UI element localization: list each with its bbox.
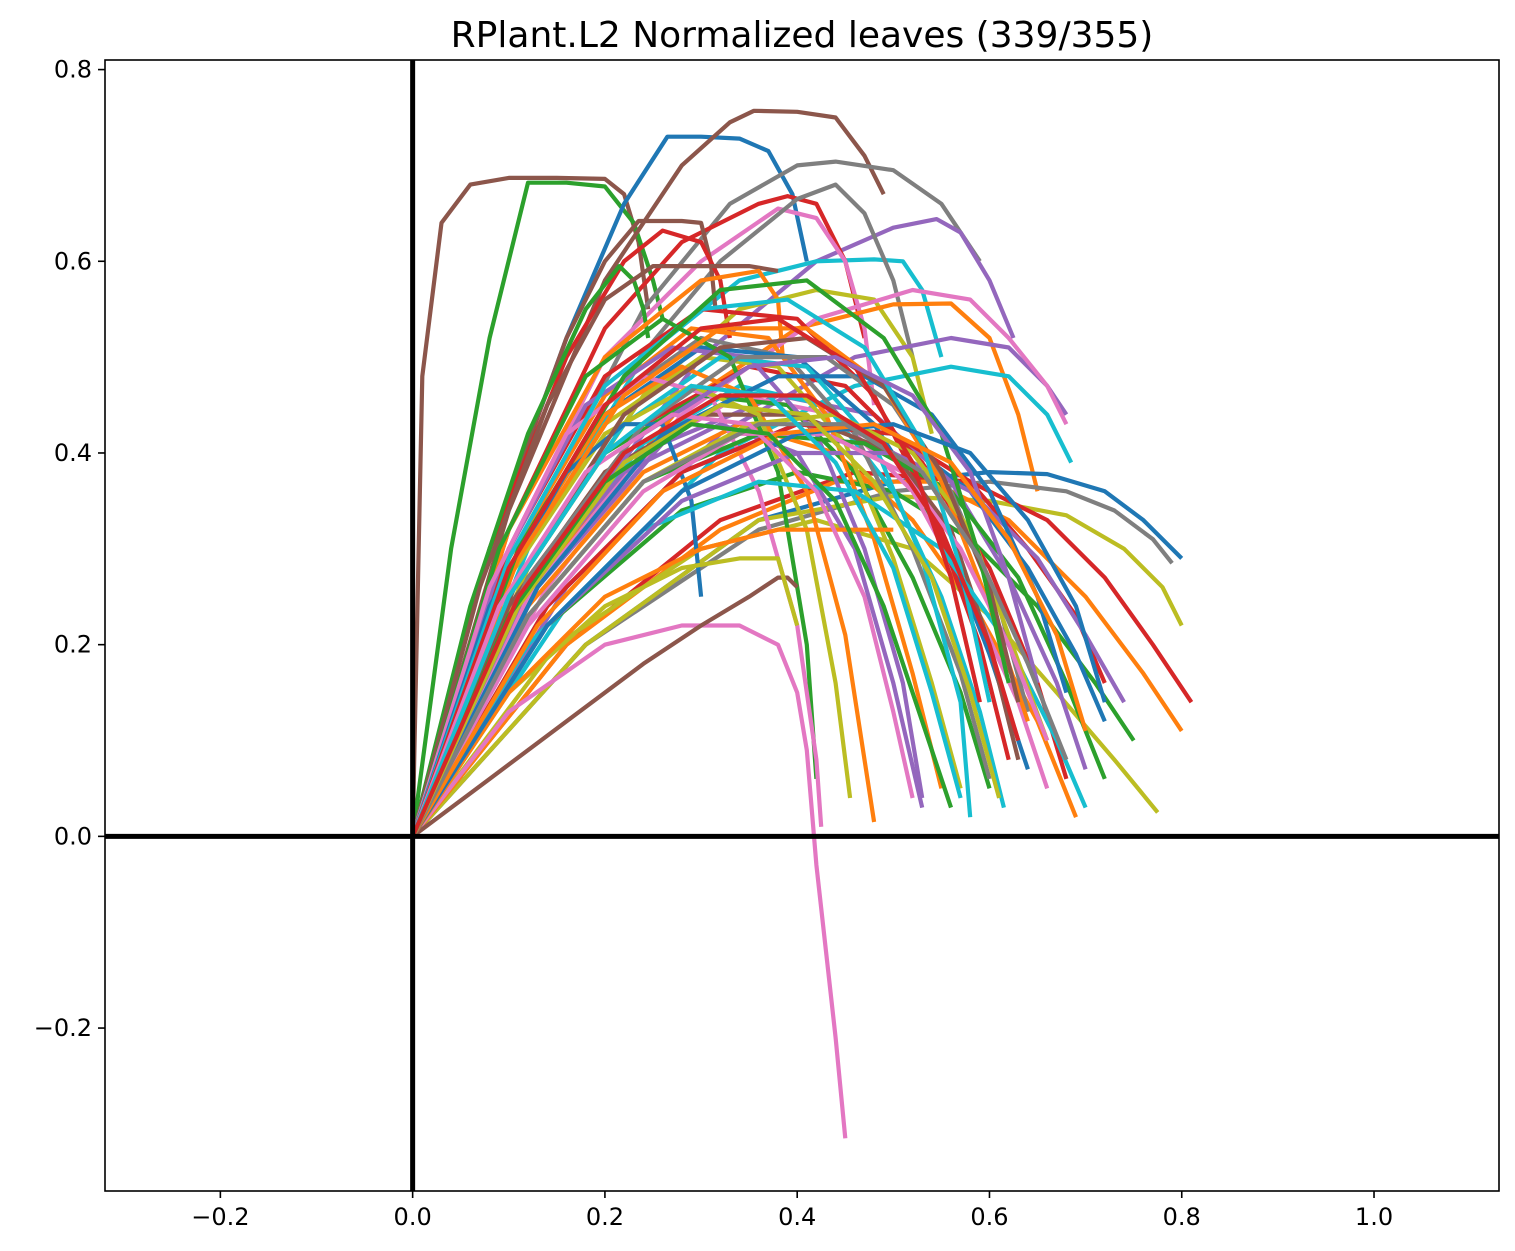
leaf-series-42 bbox=[410, 316, 819, 838]
leaf-series-70 bbox=[410, 403, 1002, 838]
y-tick-label: 0.2 bbox=[54, 631, 92, 659]
leaf-series-72 bbox=[410, 422, 953, 838]
y-tick-label: 0.6 bbox=[54, 247, 92, 275]
x-tick-label: 0.4 bbox=[778, 1203, 816, 1231]
leaf-series-14 bbox=[410, 264, 779, 837]
leaf-series-71 bbox=[410, 412, 915, 838]
x-axis: −0.2 0.0 0.2 0.4 0.6 0.8 1.0 bbox=[191, 1191, 1393, 1231]
plot-frame bbox=[104, 59, 1500, 1192]
leaf-series-23 bbox=[411, 494, 1184, 838]
leaf-series-2 bbox=[410, 180, 665, 837]
leaf-series-49 bbox=[410, 623, 848, 1139]
leaf-series-74 bbox=[410, 393, 1021, 838]
x-tick-label: 0.8 bbox=[1163, 1203, 1201, 1231]
leaf-series-46 bbox=[410, 383, 853, 838]
y-tick-label: 0.8 bbox=[54, 56, 92, 84]
x-tick-label: 0.0 bbox=[394, 1203, 432, 1231]
leaf-series-59 bbox=[410, 326, 1030, 838]
leaf-series-67 bbox=[410, 422, 1107, 838]
x-tick-label: 0.2 bbox=[586, 1203, 624, 1231]
x-tick-label: 1.0 bbox=[1355, 1203, 1393, 1231]
y-axis: −0.2 0.0 0.2 0.4 0.6 0.8 bbox=[34, 56, 105, 1042]
leaf-series-13 bbox=[410, 264, 651, 837]
reference-lines bbox=[105, 60, 1499, 1191]
x-tick-label: −0.2 bbox=[191, 1203, 249, 1231]
x-tick-label: 0.6 bbox=[970, 1203, 1008, 1231]
series-layer bbox=[410, 108, 1194, 1139]
leaf-series-69 bbox=[410, 422, 1069, 838]
y-tick-label: 0.4 bbox=[54, 439, 92, 467]
leaf-series-48 bbox=[410, 422, 704, 838]
leaf-series-22 bbox=[411, 479, 1174, 838]
leaf-series-65 bbox=[410, 316, 982, 838]
y-tick-label: 0.0 bbox=[54, 822, 92, 850]
leaf-series-63 bbox=[410, 297, 992, 838]
y-tick-label: −0.2 bbox=[34, 1014, 92, 1042]
chart-title: RPlant.L2 Normalized leaves (339/355) bbox=[451, 15, 1154, 56]
leaf-series-68 bbox=[410, 422, 1088, 838]
leaf-series-4 bbox=[410, 108, 886, 837]
